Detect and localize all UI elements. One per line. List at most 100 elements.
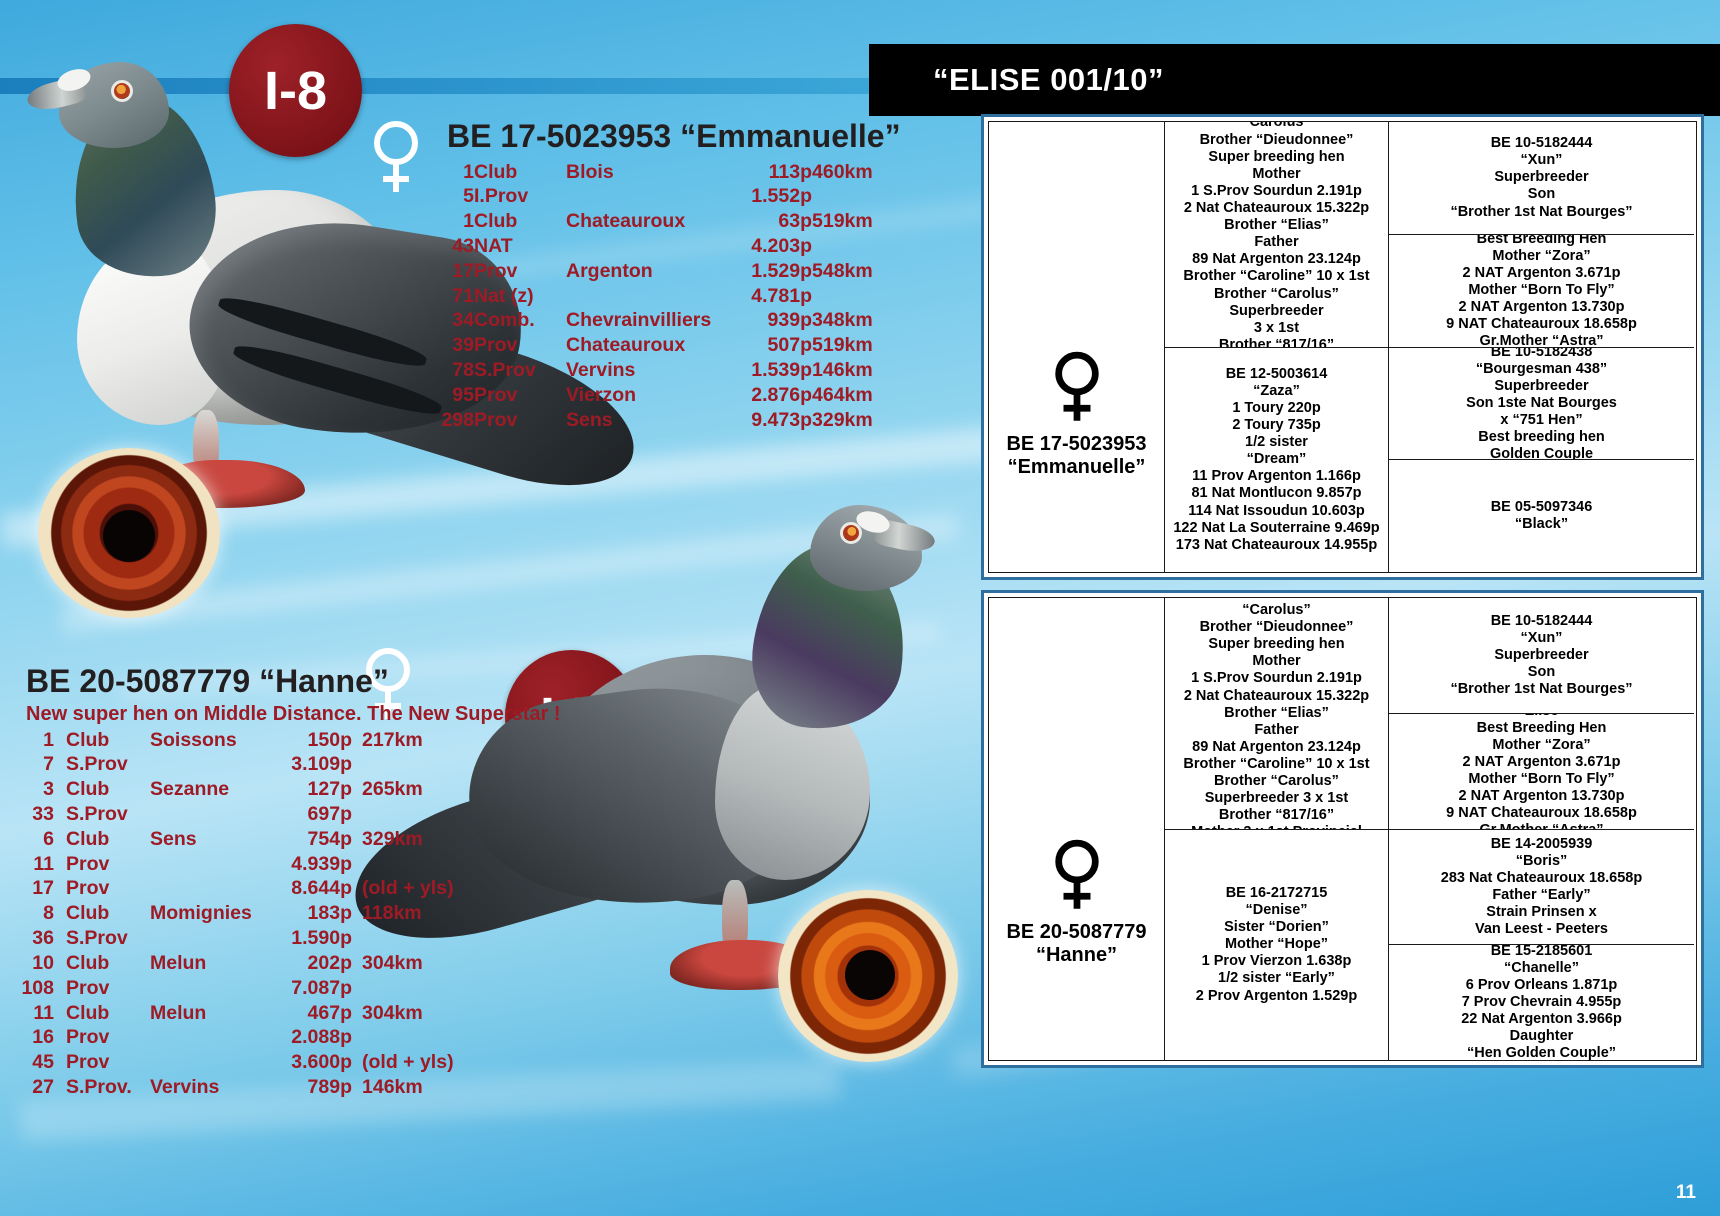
pedigree-line: BE 15-2185601 xyxy=(1490,944,1593,959)
pedigree-line: Mother “Born To Fly” xyxy=(1468,771,1615,788)
pedigree-line: Best Breeding Hen xyxy=(1476,233,1607,247)
result-row: 39 Prov Chateauroux 507p 519km xyxy=(420,334,904,359)
result-cat: S.Prov xyxy=(66,802,128,825)
pedigree-line: Son xyxy=(1527,186,1556,203)
pedigree-line: 81 Nat Montlucon 9.857p xyxy=(1191,485,1362,502)
result-birds: 789p xyxy=(307,1076,352,1099)
pedigree-line: Superbreeder xyxy=(1229,302,1324,319)
pedigree-line: 2 NAT Argenton 3.671p xyxy=(1462,264,1621,281)
pedigree-line: Father xyxy=(1254,721,1299,738)
pedigree-line: Van Leest - Peeters xyxy=(1475,921,1608,938)
result-race xyxy=(150,753,282,778)
pedigree-line: Super breeding hen xyxy=(1208,148,1345,165)
result-dist: 146km xyxy=(812,359,873,382)
result-row: 36 S.Prov 1.590p xyxy=(16,927,482,952)
result-birds: 1.529p xyxy=(751,259,812,282)
pedigree-line: Mother xyxy=(1252,165,1301,182)
result-dist: 329km xyxy=(812,408,873,431)
pedigree-line: 1 S.Prov Sourdun 2.191p xyxy=(1191,670,1362,687)
pedigree-line: Mother “Zora” xyxy=(1492,736,1591,753)
banner-title: “ELISE 001/10” xyxy=(933,62,1165,97)
pedigree-line: 2 NAT Argenton 13.730p xyxy=(1458,299,1625,316)
result-row: 8 Club Momignies 183p 118km xyxy=(16,902,482,927)
female-venus-icon xyxy=(360,645,416,723)
result-birds: 1.539p xyxy=(751,359,812,382)
result-pos: 17 xyxy=(32,877,54,900)
result-dist xyxy=(362,1026,482,1051)
results-table-emmanuelle: 1 Club Blois 113p 460km 5 I.Prov 1.552p 1 Club Cha… xyxy=(420,160,904,433)
pedigree-gp-cell: BE 05-5097346 “Black” xyxy=(1389,459,1694,572)
result-row: 11 Club Melun 467p 304km xyxy=(16,1001,482,1026)
result-row: 1 Club Blois 113p 460km xyxy=(420,160,904,185)
pedigree-gp-cell: BE 10-5092001“Elise”Best Breeding HenMot… xyxy=(1389,712,1694,829)
pedigree-line: Brother “Caroline” 10 x 1st xyxy=(1183,268,1370,285)
result-row: 33 S.Prov 697p xyxy=(16,802,482,827)
result-race xyxy=(566,185,726,210)
eye-pupil xyxy=(103,510,155,562)
pedigree-line: 2 Prov Argenton 1.529p xyxy=(1195,987,1358,1004)
result-row: 108 Prov 7.087p xyxy=(16,976,482,1001)
pedigree-line: “Xun” xyxy=(1520,629,1563,646)
pedigree-father-cell: BE 15-2185605“Carolus”Brother “Dieudonne… xyxy=(1165,598,1388,829)
pigeon-body xyxy=(85,190,415,425)
pedigree-line: “Elise” xyxy=(1517,714,1565,720)
result-birds: 4.781p xyxy=(751,284,812,307)
result-dist: 519km xyxy=(812,210,873,233)
result-birds: 8.644p xyxy=(291,877,352,900)
result-race: Blois xyxy=(566,160,614,183)
result-birds: 3.109p xyxy=(291,753,352,776)
pedigree-line: 1 S.Prov Sourdun 2.191p xyxy=(1191,182,1362,199)
pedigree-line: 89 Nat Argenton 23.124p xyxy=(1192,738,1361,755)
pedigree-self-cell: BE 17-5023953 “Emmanuelle” xyxy=(989,122,1164,572)
result-race: Melun xyxy=(150,1001,207,1024)
pedigree-line: “Xun” xyxy=(1520,152,1563,169)
result-race: Vierzon xyxy=(566,383,637,406)
result-pos: 95 xyxy=(452,383,474,406)
result-dist: 519km xyxy=(812,334,873,357)
pedigree-gp-cell: BE 10-5182444 “Xun” Superbreeder Son “Brothe… xyxy=(1389,122,1694,234)
result-dist: 304km xyxy=(362,951,423,974)
result-cat: Club xyxy=(66,951,110,974)
result-pos: 5 xyxy=(463,185,474,208)
result-dist: 464km xyxy=(812,383,873,406)
pedigree-line: BE 10-5182438 xyxy=(1490,346,1593,360)
result-cat: Club xyxy=(474,160,518,183)
pedigree-line: 89 Nat Argenton 23.124p xyxy=(1192,251,1361,268)
pedigree-grandparent-column: BE 10-5182444 “Xun” Superbreeder Son “Brothe… xyxy=(1389,598,1694,1060)
result-pos: 17 xyxy=(452,259,474,282)
result-dist: 348km xyxy=(812,309,873,332)
result-pos: 7 xyxy=(43,753,54,776)
pedigree-line: x “751 Hen” xyxy=(1500,411,1583,428)
result-cat: NAT xyxy=(474,234,513,257)
pedigree-line: 9 NAT Chateauroux 18.658p xyxy=(1446,316,1637,333)
pedigree-line: “Hen Golden Couple” xyxy=(1466,1045,1617,1060)
pigeon-eye xyxy=(840,522,862,544)
badge-i8: I-8 xyxy=(229,24,362,157)
pedigree-line: “Brother 1st Nat Bourges” xyxy=(1450,203,1633,220)
result-row: 1 Club Chateauroux 63p 519km xyxy=(420,210,904,235)
pedigree-line: 2 Toury 735p xyxy=(1232,416,1321,433)
pedigree-line: Son xyxy=(1527,663,1556,680)
result-pos: 78 xyxy=(452,359,474,382)
pigeon-cere xyxy=(853,507,893,537)
pedigree-line: Son 1ste Nat Bourges xyxy=(1466,394,1617,411)
pedigree-line: Superbreeder xyxy=(1494,169,1589,186)
female-venus-icon xyxy=(368,118,424,196)
result-birds: 202p xyxy=(307,951,352,974)
pedigree-line: BE 12-5003614 xyxy=(1225,365,1328,382)
pedigree-self-name: “Emmanuelle” xyxy=(1007,456,1146,479)
result-race xyxy=(150,976,282,1001)
pedigree-line: Super breeding hen xyxy=(1208,636,1345,653)
result-cat: S.Prov xyxy=(66,753,128,776)
pedigree-line: “Bourgesman 438” xyxy=(1475,360,1608,377)
pedigree-line: Strain Prinsen x xyxy=(1486,903,1597,920)
pedigree-line: Brother “Elias” xyxy=(1224,704,1329,721)
result-cat: S.Prov. xyxy=(66,1076,132,1099)
pedigree-line: 1 Toury 220p xyxy=(1232,399,1321,416)
result-pos: 11 xyxy=(33,852,54,875)
result-cat: Prov xyxy=(474,408,518,431)
result-dist: 265km xyxy=(362,778,423,801)
result-pos: 3 xyxy=(43,778,54,801)
pigeon-head xyxy=(810,505,922,591)
result-cat: Prov xyxy=(66,1026,110,1049)
